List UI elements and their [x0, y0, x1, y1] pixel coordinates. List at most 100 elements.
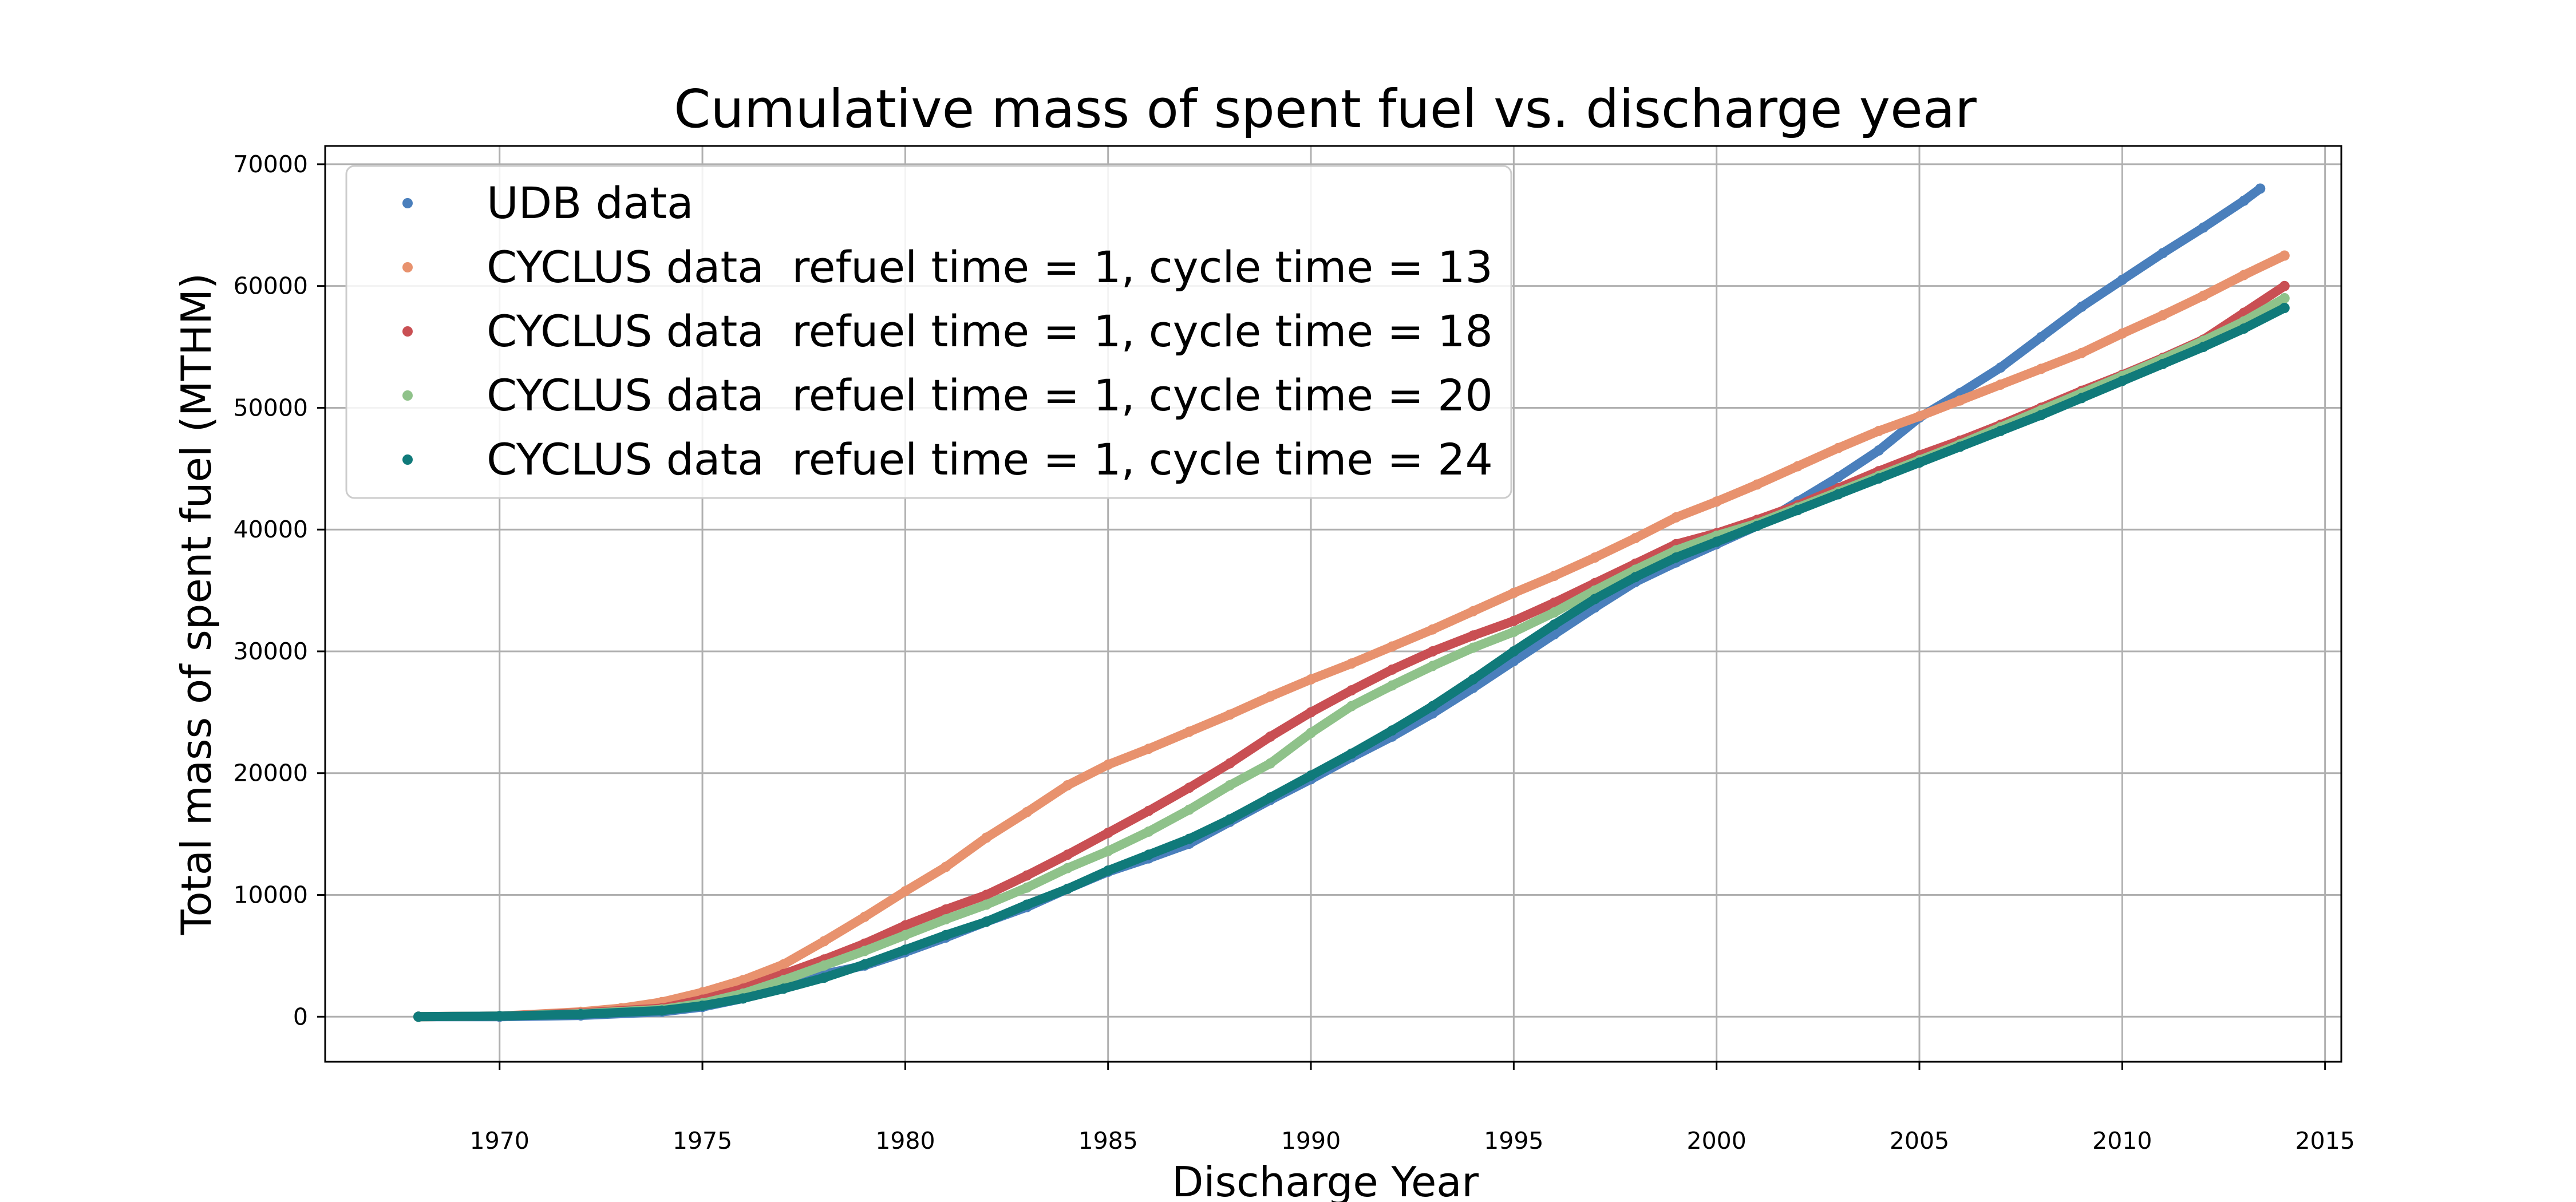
data-point [1143, 849, 1154, 860]
legend-box [345, 165, 1512, 499]
data-point [1103, 845, 1113, 856]
series-trace [414, 303, 2289, 1022]
data-point [1833, 442, 1844, 453]
legend-label: UDB data [487, 177, 694, 228]
data-point [1103, 759, 1113, 770]
data-point [981, 832, 992, 843]
data-point [1670, 512, 1681, 523]
data-point [1224, 709, 1235, 720]
data-point [1346, 701, 1357, 711]
x-axis-ticks: 1970 1975 1980 1985 1990 1995 2000 2005 2010 2015 [470, 1062, 2355, 1154]
data-point [900, 920, 911, 931]
data-point [1427, 661, 1438, 671]
data-point [1630, 572, 1641, 583]
y-tick-label: 40000 [234, 516, 308, 543]
x-tick-label: 2000 [1687, 1127, 1747, 1154]
data-point [941, 861, 951, 872]
data-point [1954, 441, 1965, 452]
data-point [1874, 473, 1884, 484]
x-tick-label: 1985 [1078, 1127, 1138, 1154]
data-point [2076, 301, 2087, 312]
data-point [1143, 805, 1154, 816]
data-point [900, 930, 911, 940]
data-point [859, 946, 870, 956]
data-point [1549, 607, 1560, 618]
data-point [2279, 293, 2290, 303]
data-point [2279, 280, 2290, 291]
data-point [1346, 748, 1357, 759]
data-point [2158, 358, 2168, 369]
data-point [1427, 646, 1438, 657]
data-point [1224, 758, 1235, 769]
data-point [1306, 707, 1316, 718]
y-tick-label: 50000 [234, 394, 308, 421]
data-point [1590, 594, 1601, 604]
data-point [2158, 248, 2168, 259]
data-point [1022, 870, 1032, 881]
data-point [2238, 270, 2249, 280]
data-point [1306, 674, 1316, 685]
data-point [1386, 725, 1397, 736]
legend-marker [402, 454, 413, 465]
data-point [1508, 626, 1519, 637]
data-point [2198, 290, 2209, 301]
data-point [657, 1005, 667, 1016]
data-point [2198, 342, 2209, 353]
data-point [1468, 642, 1479, 653]
legend-marker [402, 326, 413, 337]
y-tick-label: 30000 [234, 638, 308, 665]
data-point [2238, 323, 2249, 334]
data-point [1062, 883, 1073, 894]
data-point [1752, 479, 1763, 490]
data-point [1914, 457, 1925, 468]
legend-marker [402, 262, 413, 272]
data-point [2198, 222, 2209, 233]
data-point [1306, 727, 1316, 738]
data-point [1427, 701, 1438, 711]
data-point [981, 916, 992, 927]
data-point [2279, 303, 2290, 313]
legend-label: CYCLUS data refuel time = 1, cycle time … [487, 434, 1493, 485]
data-point [1468, 630, 1479, 641]
data-point [1670, 552, 1681, 563]
data-point [1062, 863, 1073, 873]
data-point [737, 993, 748, 1004]
data-point [1874, 425, 1884, 436]
data-point [1549, 571, 1560, 582]
data-point [1792, 461, 1803, 472]
legend-marker [402, 390, 413, 401]
data-point [1265, 731, 1276, 742]
data-point [859, 959, 870, 970]
data-point [859, 911, 870, 922]
data-point [2076, 347, 2087, 358]
data-point [1468, 606, 1479, 616]
data-point [494, 1011, 505, 1022]
data-point [2279, 250, 2290, 261]
legend: UDB data CYCLUS data refuel time = 1, cyc… [345, 165, 1512, 499]
data-point [900, 944, 911, 955]
data-point [1184, 782, 1195, 793]
data-point [1022, 899, 1032, 910]
data-point [1143, 826, 1154, 837]
data-point [1630, 533, 1641, 544]
data-point [1468, 674, 1479, 685]
x-tick-label: 2010 [2092, 1127, 2152, 1154]
data-point [2036, 363, 2046, 374]
data-point [2117, 375, 2128, 386]
data-point [1549, 597, 1560, 608]
series-2 [413, 250, 2290, 1022]
data-point [1103, 828, 1113, 838]
data-point [1427, 624, 1438, 635]
data-point [1062, 849, 1073, 860]
data-point [1306, 770, 1316, 781]
data-point [1874, 445, 1884, 456]
x-tick-label: 1995 [1484, 1127, 1543, 1154]
data-point [819, 960, 829, 971]
legend-label: CYCLUS data refuel time = 1, cycle time … [487, 242, 1493, 292]
data-point [1184, 804, 1195, 815]
data-point [413, 1011, 424, 1022]
data-point [2158, 310, 2168, 321]
x-tick-label: 1975 [673, 1127, 732, 1154]
data-point [1346, 685, 1357, 696]
data-point [2117, 328, 2128, 339]
